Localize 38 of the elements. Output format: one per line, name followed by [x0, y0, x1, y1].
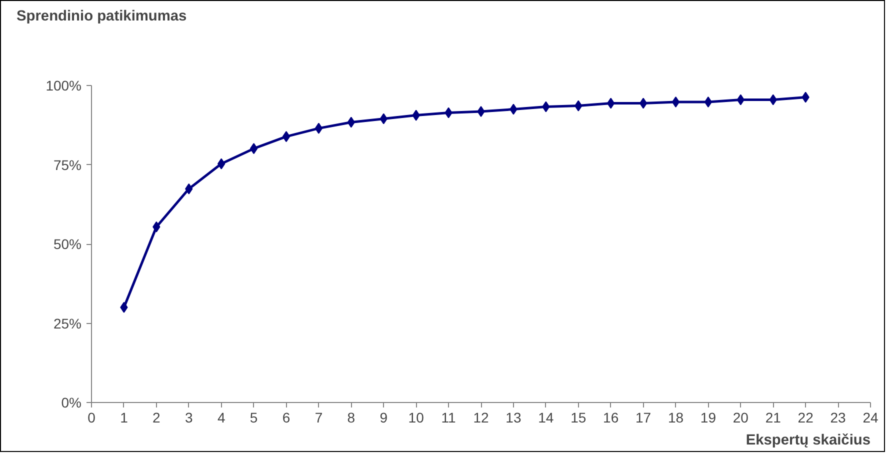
x-tick-label: 19	[700, 410, 716, 426]
x-tick-label: 4	[217, 410, 226, 426]
x-tick-label: 5	[250, 410, 258, 426]
y-tick-label: 0%	[61, 394, 82, 410]
point	[639, 98, 648, 109]
x-tick-label: 8	[347, 410, 356, 426]
x-tick-label: 11	[441, 410, 456, 426]
x-tick-label: 0	[88, 410, 96, 426]
point	[314, 122, 323, 134]
chart-title: Sprendinio patikimumas	[16, 8, 187, 24]
x-tick-label: 17	[636, 410, 652, 426]
point	[704, 96, 712, 108]
x-tick-label: 14	[538, 410, 554, 426]
x-tick-label: 9	[380, 410, 388, 426]
y-tick-label: 75%	[53, 156, 82, 173]
y-tick-label: 25%	[53, 315, 82, 332]
x-tick-label: 15	[570, 410, 586, 426]
x-tick-label: 18	[668, 410, 684, 426]
x-tick-label: 22	[798, 410, 814, 426]
x-tick-label: 23	[830, 410, 846, 426]
point	[672, 96, 680, 108]
y-tick-label: 100%	[46, 78, 82, 94]
x-tick-label: 20	[732, 410, 749, 426]
x-tick-label: 13	[506, 410, 522, 426]
x-tick-label: 6	[282, 410, 290, 426]
x-tick-label: 21	[765, 410, 782, 426]
x-tick-label: 2	[152, 410, 161, 426]
x-axis-title: Ekspertų skaičius	[746, 432, 871, 448]
x-tick-label: 16	[603, 410, 619, 426]
x-tick-label: 1	[120, 410, 128, 426]
x-tick-label: 12	[473, 410, 489, 426]
y-tick-label: 50%	[53, 236, 82, 252]
point	[250, 143, 258, 154]
x-tick-label: 7	[314, 410, 323, 426]
x-tick-label: 24	[862, 410, 878, 426]
x-tick-label: 3	[184, 410, 193, 426]
point	[282, 131, 290, 142]
x-tick-label: 10	[408, 410, 424, 426]
